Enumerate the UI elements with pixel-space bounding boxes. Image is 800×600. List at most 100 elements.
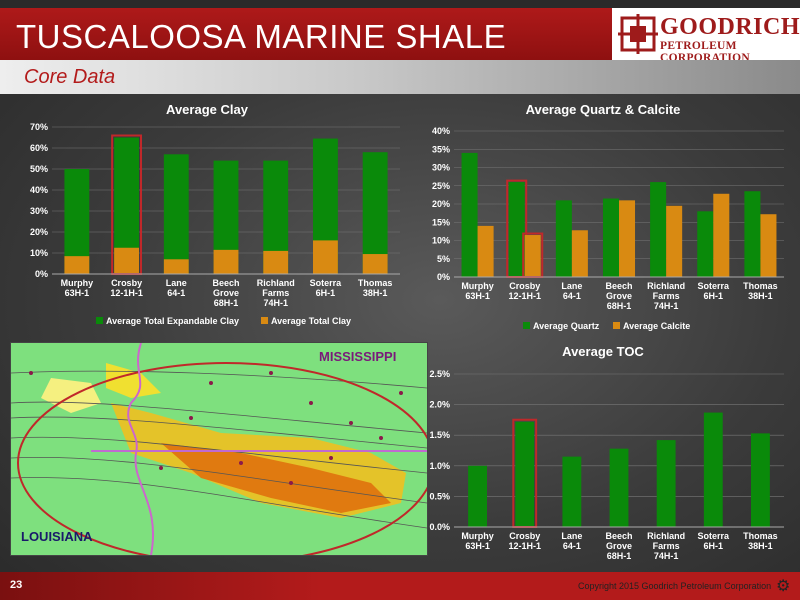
legend-label: Average Total Clay bbox=[271, 316, 351, 326]
map-label-louisiana: LOUISIANA bbox=[21, 529, 93, 544]
x-tick-label: Crosby 12-1H-1 bbox=[110, 278, 143, 298]
subtitle-bar bbox=[0, 60, 800, 94]
bar-expandable-clay bbox=[114, 247, 139, 274]
logo-text-goodrich: GOODRICH bbox=[660, 14, 800, 40]
bar-quartz bbox=[508, 182, 525, 277]
x-tick-label: Beech Grove 68H-1 bbox=[605, 281, 632, 311]
company-logo bbox=[612, 8, 800, 60]
bar-toc bbox=[515, 421, 535, 527]
y-tick-label: 40% bbox=[30, 185, 48, 195]
bar-toc bbox=[609, 448, 629, 527]
y-tick-label: 25% bbox=[432, 181, 450, 191]
y-tick-label: 40% bbox=[432, 126, 450, 136]
x-tick-label: Crosby 12-1H-1 bbox=[508, 281, 541, 301]
chart-average-quartz-calcite: Average Quartz & Calcite 0% 5% 10% 15% 20% 25%… bbox=[432, 102, 784, 331]
x-tick-label: Thomas 38H-1 bbox=[358, 278, 393, 298]
page-number: 23 bbox=[10, 579, 23, 591]
bar-quartz bbox=[602, 198, 619, 277]
y-tick-label: 60% bbox=[30, 143, 48, 153]
bar-expandable-clay bbox=[263, 250, 289, 274]
bar-toc bbox=[703, 412, 723, 527]
bar-calcite bbox=[713, 193, 730, 277]
slide-subtitle: Core Data bbox=[24, 66, 116, 88]
x-tick-label: Murphy 63H-1 bbox=[61, 278, 94, 298]
x-tick-label: Soterra 6H-1 bbox=[310, 278, 343, 298]
y-tick-label: 20% bbox=[432, 199, 450, 209]
map-image: MISSISSIPPI LOUISIANA bbox=[10, 342, 428, 556]
x-tick-label: Murphy 63H-1 bbox=[461, 531, 494, 551]
y-tick-label: 10% bbox=[432, 236, 450, 246]
x-tick-label: Richland Farms 74H-1 bbox=[647, 531, 685, 561]
y-tick-label: 5% bbox=[437, 254, 450, 264]
x-tick-label: Richland Farms 74H-1 bbox=[647, 281, 685, 311]
bar-toc bbox=[751, 433, 770, 527]
legend-label: Average Quartz bbox=[533, 321, 600, 331]
slide-title: TUSCALOOSA MARINE SHALE bbox=[16, 18, 507, 55]
bar-calcite bbox=[760, 214, 777, 277]
y-tick-label: 10% bbox=[30, 248, 48, 258]
y-tick-label: 20% bbox=[30, 227, 48, 237]
bar-expandable-clay bbox=[313, 240, 338, 274]
y-tick-label: 2.0% bbox=[429, 400, 450, 410]
x-tick-label: Lane 64-1 bbox=[166, 278, 187, 298]
legend-swatch bbox=[96, 317, 103, 324]
bar-quartz bbox=[461, 152, 478, 277]
bar-calcite bbox=[524, 235, 541, 277]
header-top-strip bbox=[0, 0, 800, 8]
bar-quartz bbox=[697, 211, 714, 277]
y-tick-label: 1.5% bbox=[429, 430, 450, 440]
x-tick-label: Thomas 38H-1 bbox=[743, 281, 778, 301]
bar-expandable-clay bbox=[64, 256, 90, 274]
legend-label: Average Calcite bbox=[623, 321, 690, 331]
logo-emblem-icon bbox=[618, 14, 658, 54]
map-label-mississippi: MISSISSIPPI bbox=[319, 349, 397, 364]
y-tick-label: 0% bbox=[35, 269, 48, 279]
x-tick-label: Richland Farms 74H-1 bbox=[257, 278, 295, 308]
bar-calcite bbox=[666, 205, 683, 277]
bar-expandable-clay bbox=[362, 254, 388, 274]
y-tick-label: 1.0% bbox=[429, 461, 450, 471]
y-tick-label: 30% bbox=[432, 163, 450, 173]
chart-average-clay: Average Clay 0% 10% 20% 30% 40% 50% 60% 70% Murph… bbox=[30, 102, 400, 326]
y-tick-label: 50% bbox=[30, 164, 48, 174]
bar-total-clay bbox=[163, 154, 189, 274]
bar-expandable-clay bbox=[163, 259, 189, 274]
x-tick-label: Thomas 38H-1 bbox=[743, 531, 778, 551]
y-tick-label: 0.5% bbox=[429, 491, 450, 501]
y-tick-label: 35% bbox=[432, 144, 450, 154]
legend-swatch bbox=[261, 317, 268, 324]
legend-swatch bbox=[613, 322, 620, 329]
map-graphic bbox=[11, 343, 427, 555]
bar-calcite bbox=[571, 230, 588, 277]
x-tick-label: Lane 64-1 bbox=[561, 531, 582, 551]
x-tick-label: Murphy 63H-1 bbox=[461, 281, 494, 301]
bar-calcite bbox=[477, 225, 494, 277]
x-tick-label: Soterra 6H-1 bbox=[698, 281, 731, 301]
y-tick-label: 70% bbox=[30, 122, 48, 132]
gear-icon: ⚙ bbox=[776, 578, 791, 595]
y-tick-label: 0% bbox=[437, 272, 450, 282]
bar-quartz bbox=[555, 200, 572, 277]
x-tick-label: Lane 64-1 bbox=[561, 281, 582, 301]
x-tick-label: Crosby 12-1H-1 bbox=[508, 531, 541, 551]
legend-label: Average Total Expandable Clay bbox=[106, 316, 239, 326]
bar-toc bbox=[468, 465, 487, 527]
bar-expandable-clay bbox=[213, 249, 239, 274]
bar-toc bbox=[562, 456, 582, 527]
x-tick-label: Beech Grove 68H-1 bbox=[605, 531, 632, 561]
x-tick-label: Beech Grove 68H-1 bbox=[212, 278, 239, 308]
y-tick-label: 2.5% bbox=[429, 369, 450, 379]
x-tick-label: Soterra 6H-1 bbox=[698, 531, 731, 551]
copyright-text: Copyright 2015 Goodrich Petroleum Corpor… bbox=[578, 581, 772, 591]
y-tick-label: 30% bbox=[30, 206, 48, 216]
chart-title: Average TOC bbox=[562, 344, 644, 359]
legend-swatch bbox=[523, 322, 530, 329]
chart-title: Average Quartz & Calcite bbox=[526, 102, 681, 117]
chart-title: Average Clay bbox=[166, 102, 249, 117]
bar-quartz bbox=[650, 182, 667, 277]
bar-quartz bbox=[744, 191, 761, 277]
y-tick-label: 15% bbox=[432, 217, 450, 227]
chart-average-toc: Average TOC 0.0% 0.5% 1.0% 1.5% 2.0% 2.5% Murph… bbox=[429, 344, 784, 561]
footer-bar bbox=[0, 572, 800, 600]
bar-total-clay bbox=[362, 152, 388, 274]
